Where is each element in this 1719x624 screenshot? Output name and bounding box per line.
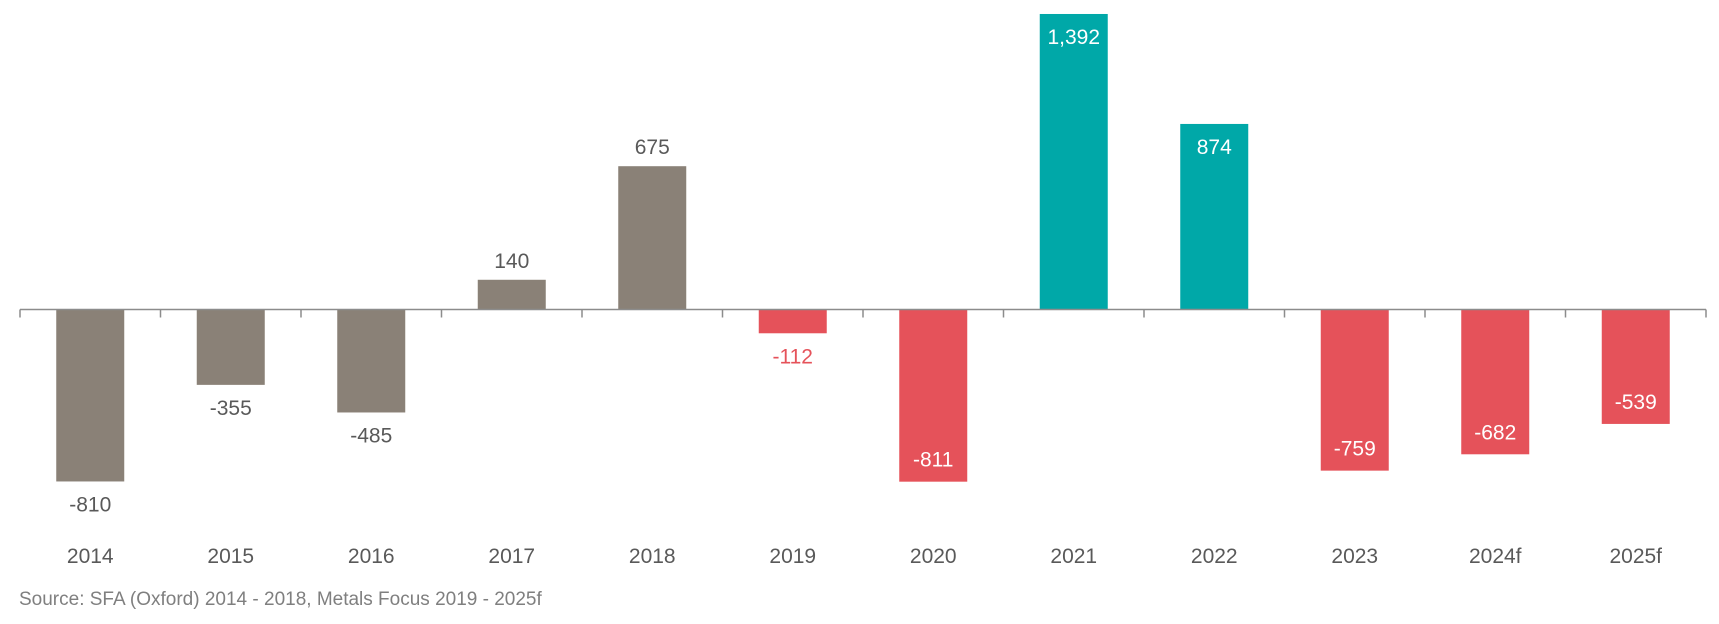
bar-2014: [56, 309, 125, 482]
x-tick-label-2023: 2023: [1331, 545, 1378, 568]
x-tick-label-2019: 2019: [769, 545, 816, 568]
value-label-2020: -811: [913, 449, 953, 472]
value-label-2015: -355: [210, 397, 252, 420]
x-tick-label-2021: 2021: [1050, 545, 1097, 568]
value-label-2022: 874: [1197, 136, 1232, 159]
x-tick-label-2024f: 2024f: [1469, 545, 1522, 568]
value-label-2021: 1,392: [1047, 26, 1100, 49]
x-tick-label-2016: 2016: [348, 545, 395, 568]
value-label-2017: 140: [494, 250, 529, 273]
value-label-2016: -485: [350, 424, 392, 447]
bar-2023: [1320, 309, 1389, 471]
value-label-2014: -810: [69, 493, 111, 516]
x-tick-label-2020: 2020: [910, 545, 957, 568]
value-label-2024f: -682: [1474, 421, 1516, 444]
x-tick-label-2015: 2015: [207, 545, 254, 568]
value-label-2025f: -539: [1615, 391, 1657, 414]
value-label-2019: -112: [773, 345, 813, 368]
source-note: Source: SFA (Oxford) 2014 - 2018, Metals…: [19, 589, 542, 610]
x-tick-label-2014: 2014: [67, 545, 114, 568]
bar-2018: [618, 166, 687, 310]
value-label-2023: -759: [1334, 438, 1376, 461]
x-tick-label-2025f: 2025f: [1609, 545, 1662, 568]
bar-2020: [899, 309, 968, 482]
x-tick-label-2022: 2022: [1191, 545, 1238, 568]
bar-2017: [477, 279, 546, 310]
bar-2022: [1180, 123, 1249, 310]
bar-2021: [1039, 13, 1108, 310]
bar-2019: [758, 309, 827, 334]
bar-2015: [196, 309, 265, 385]
value-label-2018: 675: [635, 136, 670, 159]
bar-2025f: [1601, 309, 1670, 424]
bar-2024f: [1461, 309, 1530, 455]
bar-2016: [337, 309, 406, 413]
x-tick-label-2018: 2018: [629, 545, 676, 568]
x-tick-label-2017: 2017: [488, 545, 535, 568]
